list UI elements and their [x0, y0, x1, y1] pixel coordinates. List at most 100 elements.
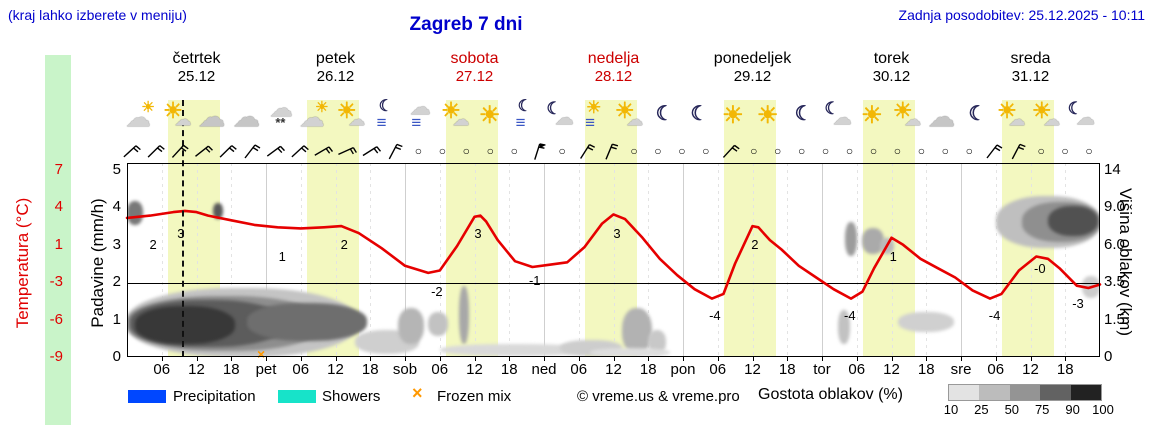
x-tick-mark	[787, 357, 789, 361]
green-strip	[45, 55, 71, 425]
x-tick-label: 06	[570, 361, 588, 378]
x-tick-label: 18	[917, 361, 935, 378]
weather-icon-cloud: ☁	[196, 100, 232, 140]
hour-gridline	[752, 163, 754, 357]
weather-icon-fog-sun: ☀ ≡	[578, 98, 614, 140]
wind-barb-icon	[244, 144, 261, 159]
weather-icon-cloud: ☁	[231, 100, 267, 140]
sun-icon: ☀	[756, 102, 779, 129]
x-tick-mark	[300, 357, 302, 361]
wind-calm-icon: ○	[965, 144, 973, 158]
wind-barb-icon	[147, 145, 165, 158]
temperature-value-label: -3	[1072, 295, 1084, 311]
day-header-3: sobota 27.12	[405, 50, 544, 85]
precip-tick-label: 0	[112, 348, 121, 365]
temp-tick-label: 7	[54, 161, 63, 178]
wind-calm-icon: ○	[893, 144, 902, 158]
x-tick-mark	[961, 357, 962, 361]
x-tick-label: 12	[466, 361, 483, 378]
cloud-density-blob	[845, 222, 857, 256]
day-header-6: torek 30.12	[822, 50, 961, 85]
sun-icon: ☀	[861, 102, 883, 129]
cloud-icon: ☁	[833, 108, 852, 128]
hour-gridline	[161, 163, 163, 357]
cloud-icon: ☁	[1043, 112, 1060, 129]
current-time-line	[182, 100, 185, 357]
cloud-icon: ☁	[1009, 112, 1026, 129]
temperature-value-label: -4	[844, 307, 856, 323]
x-tick-mark	[544, 357, 545, 361]
day-gridline	[266, 163, 267, 357]
day-date: 31.12	[1011, 68, 1050, 85]
sun-icon: ☀	[478, 102, 501, 129]
hour-gridline	[578, 163, 580, 357]
x-tick-mark	[161, 357, 163, 361]
x-tick-label: 12	[605, 361, 622, 378]
wind-barb-icon	[171, 144, 189, 158]
wind-barb-icon	[337, 146, 357, 156]
x-tick-label: 06	[292, 361, 310, 378]
day-header-2: petek 26.12	[266, 50, 405, 85]
x-tick-label: 18	[222, 361, 240, 378]
wind-barb-icon	[194, 145, 213, 157]
sun-icon: ☀	[614, 98, 635, 123]
moon-icon: ☾	[546, 99, 562, 118]
x-tick-mark	[1065, 357, 1067, 361]
precip-tick-label: 3	[112, 235, 121, 253]
zero-reference-line	[127, 283, 1100, 284]
weather-icon-sun-cloud: ☀ ☁	[891, 100, 927, 140]
cloud-tick-label: 1.5	[1104, 310, 1125, 328]
hour-gridline	[231, 163, 233, 357]
day-gridline	[544, 163, 545, 357]
day-header-7: sreda 31.12	[961, 50, 1100, 85]
wind-barb-icon	[986, 144, 1003, 159]
day-name: ponedeljek	[713, 50, 792, 67]
sun-icon: ☀	[586, 98, 602, 117]
cloud-density-blob	[590, 348, 670, 357]
day-date: 25.12	[177, 68, 216, 85]
moon-icon: ☾	[1067, 99, 1083, 118]
weather-icon-moon-cloud: ☾ ☁	[821, 100, 857, 140]
cloud-tick-label: 6.0	[1104, 235, 1125, 253]
moon-icon: ☾	[655, 103, 674, 125]
density-tick-label: 90	[1065, 402, 1080, 417]
temp-tick-label: -9	[49, 348, 63, 365]
wind-calm-icon: ○	[869, 144, 878, 158]
weather-icon-moon: ☾	[787, 100, 823, 140]
weather-icon-sun: ☀	[752, 100, 788, 140]
hour-gridline	[717, 163, 719, 357]
x-tick-label: 18	[639, 361, 657, 378]
x-tick-label: 12	[744, 361, 761, 378]
x-tick-mark	[266, 357, 267, 361]
day-name: sobota	[450, 50, 499, 67]
weather-icon-sun-cloud: ☀ ☁	[335, 100, 371, 140]
moon-icon: ☾	[517, 98, 532, 115]
hour-gridline	[439, 163, 441, 357]
sun-icon: ☀	[892, 98, 913, 123]
cloud-density-blob	[862, 228, 884, 254]
temp-tick-label: 1	[54, 235, 63, 253]
x-tick-mark	[856, 357, 858, 361]
hour-gridline	[1065, 163, 1067, 357]
sun-icon: ☀	[1031, 98, 1052, 123]
sun-icon: ☀	[141, 99, 155, 116]
temperature-value-label: -2	[431, 284, 443, 300]
x-tick-label: 12	[188, 361, 205, 378]
cloud-density-blob	[247, 303, 367, 341]
copyright-link[interactable]: © vreme.us & vreme.pro	[577, 388, 740, 405]
sun-icon: ☀	[722, 102, 744, 129]
temperature-value-label: 1	[278, 249, 286, 265]
cloud-icon: ☁	[233, 102, 260, 132]
wind-barb-icon	[219, 145, 237, 158]
day-date: 29.12	[733, 68, 772, 85]
sun-icon: ☀	[315, 99, 329, 116]
weather-icon-moon-fog: ☾ ≡	[370, 99, 406, 140]
wind-calm-icon: ○	[486, 144, 494, 158]
day-name: sreda	[1010, 50, 1051, 67]
cloud-density-blob	[127, 201, 143, 225]
x-tick-label: 06	[987, 361, 1005, 378]
day-gridline	[405, 163, 406, 357]
hour-gridline	[648, 163, 650, 357]
cloud-icon: ☁	[626, 112, 643, 129]
gradient-cell	[1009, 385, 1041, 400]
